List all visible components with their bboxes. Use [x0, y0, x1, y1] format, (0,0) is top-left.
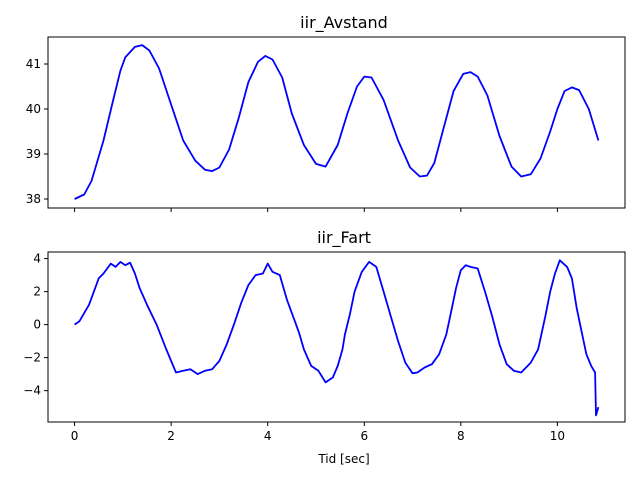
x-axis-label: Tid [sec] — [317, 452, 369, 466]
y-tick-label: 4 — [33, 252, 41, 266]
y-tick-label: 40 — [26, 102, 41, 116]
y-tick-label: 39 — [26, 147, 41, 161]
y-tick-label: 41 — [26, 57, 41, 71]
chart-title: iir_Avstand — [300, 13, 388, 33]
y-tick-label: 0 — [33, 318, 41, 332]
y-tick-label: 38 — [26, 192, 41, 206]
series-line — [74, 259, 600, 417]
axes-frame — [47, 251, 626, 423]
series-line — [74, 44, 600, 200]
subplot-iir-avstand: iir_Avstand 38 39 40 41 — [26, 13, 626, 212]
x-tick-label: 10 — [550, 429, 565, 443]
x-tick-label: 6 — [360, 429, 368, 443]
chart-title: iir_Fart — [317, 228, 371, 248]
x-tick-label: 0 — [71, 429, 79, 443]
x-tick-label: 4 — [264, 429, 272, 443]
y-tick-label: −2 — [23, 351, 41, 365]
axes-frame — [47, 36, 626, 209]
y-tick-label: −4 — [23, 384, 41, 398]
x-tick-label: 8 — [457, 429, 465, 443]
y-tick-label: 2 — [33, 285, 41, 299]
subplot-iir-fart: iir_Fart Tid [sec] 0 2 4 6 8 10 −4 −2 0 2 4 — [23, 228, 626, 466]
x-tick-label: 2 — [167, 429, 175, 443]
